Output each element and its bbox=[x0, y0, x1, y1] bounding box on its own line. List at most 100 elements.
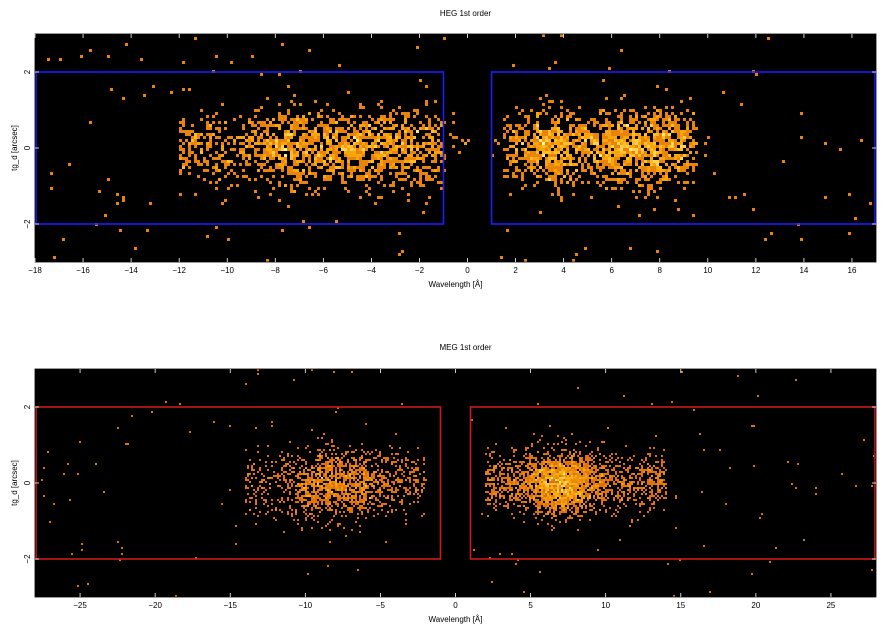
event-cell bbox=[599, 493, 601, 495]
event-cell bbox=[569, 461, 571, 463]
event-cell bbox=[278, 148, 281, 151]
event-cells bbox=[41, 369, 875, 597]
event-cell bbox=[659, 169, 662, 172]
event-cell bbox=[403, 509, 405, 511]
event-cell bbox=[267, 493, 269, 495]
event-cell bbox=[363, 493, 365, 495]
event-cell bbox=[267, 511, 269, 513]
event-cell bbox=[345, 535, 347, 537]
event-cell bbox=[529, 487, 531, 489]
event-cell bbox=[589, 471, 591, 473]
event-cell bbox=[565, 461, 567, 463]
event-cell bbox=[524, 259, 527, 262]
event-cell bbox=[561, 469, 563, 471]
event-cell bbox=[653, 503, 655, 505]
event-cell bbox=[297, 495, 299, 497]
event-cell bbox=[531, 469, 533, 471]
event-cell bbox=[599, 481, 601, 483]
event-cell bbox=[591, 467, 593, 469]
event-cell bbox=[633, 455, 635, 457]
event-cell bbox=[295, 463, 297, 465]
event-cell bbox=[667, 563, 669, 565]
event-cell bbox=[437, 127, 440, 130]
event-cell bbox=[551, 461, 553, 463]
event-cell bbox=[653, 160, 656, 163]
event-cell bbox=[647, 497, 649, 499]
event-cell bbox=[571, 507, 573, 509]
event-cell bbox=[607, 469, 609, 471]
event-cell bbox=[452, 121, 455, 124]
event-cell bbox=[583, 467, 585, 469]
event-cell bbox=[351, 503, 353, 505]
event-cell bbox=[653, 495, 655, 497]
y-axis-label: tg_d [arcsec] bbox=[10, 125, 19, 171]
event-cell bbox=[511, 483, 513, 485]
event-cell bbox=[317, 463, 319, 465]
event-cell bbox=[365, 145, 368, 148]
event-cell bbox=[206, 121, 209, 124]
event-cell bbox=[437, 166, 440, 169]
event-cell bbox=[635, 487, 637, 489]
event-cell bbox=[387, 495, 389, 497]
event-cell bbox=[614, 160, 617, 163]
event-cell bbox=[581, 148, 584, 151]
event-cell bbox=[311, 483, 313, 485]
event-cell bbox=[509, 127, 512, 130]
event-cell bbox=[585, 491, 587, 493]
event-cell bbox=[95, 463, 97, 465]
event-cell bbox=[677, 124, 680, 127]
event-cell bbox=[351, 471, 353, 473]
event-cell bbox=[381, 509, 383, 511]
event-cell bbox=[386, 157, 389, 160]
event-cell bbox=[569, 471, 571, 473]
event-cell bbox=[363, 475, 365, 477]
event-cell bbox=[593, 457, 595, 459]
event-cell bbox=[353, 151, 356, 154]
event-cell bbox=[503, 459, 505, 461]
event-cell bbox=[605, 157, 608, 160]
event-cell bbox=[571, 491, 573, 493]
event-cell bbox=[596, 181, 599, 184]
event-cell bbox=[662, 151, 665, 154]
event-cell bbox=[623, 169, 626, 172]
event-cell bbox=[565, 497, 567, 499]
event-cell bbox=[295, 497, 297, 499]
event-cell bbox=[353, 495, 355, 497]
event-cell bbox=[428, 127, 431, 130]
event-cell bbox=[317, 501, 319, 503]
event-cell bbox=[333, 459, 335, 461]
event-cell bbox=[297, 485, 299, 487]
event-cell bbox=[553, 471, 555, 473]
event-cell bbox=[423, 513, 425, 515]
event-cell bbox=[589, 497, 591, 499]
event-cell bbox=[272, 142, 275, 145]
event-cell bbox=[551, 469, 553, 471]
event-cell bbox=[539, 211, 542, 214]
event-cell bbox=[569, 489, 571, 491]
event-cell bbox=[361, 455, 363, 457]
event-cell bbox=[203, 157, 206, 160]
event-cell bbox=[302, 115, 305, 118]
event-cell bbox=[551, 193, 554, 196]
event-cell bbox=[296, 127, 299, 130]
event-cell bbox=[561, 497, 563, 499]
event-cell bbox=[653, 127, 656, 130]
event-cell bbox=[661, 479, 663, 481]
event-cell bbox=[587, 130, 590, 133]
event-cell bbox=[341, 136, 344, 139]
event-cell bbox=[335, 136, 338, 139]
event-cell bbox=[362, 154, 365, 157]
event-cell bbox=[535, 457, 537, 459]
event-cell bbox=[323, 163, 326, 166]
event-cell bbox=[519, 505, 521, 507]
event-cell bbox=[320, 124, 323, 127]
event-cell bbox=[194, 136, 197, 139]
event-cell bbox=[665, 169, 668, 172]
event-cell bbox=[547, 503, 549, 505]
event-cell bbox=[311, 369, 313, 371]
event-cell bbox=[215, 142, 218, 145]
event-cell bbox=[395, 151, 398, 154]
event-cell bbox=[407, 477, 409, 479]
event-cell bbox=[619, 495, 621, 497]
event-cell bbox=[368, 175, 371, 178]
